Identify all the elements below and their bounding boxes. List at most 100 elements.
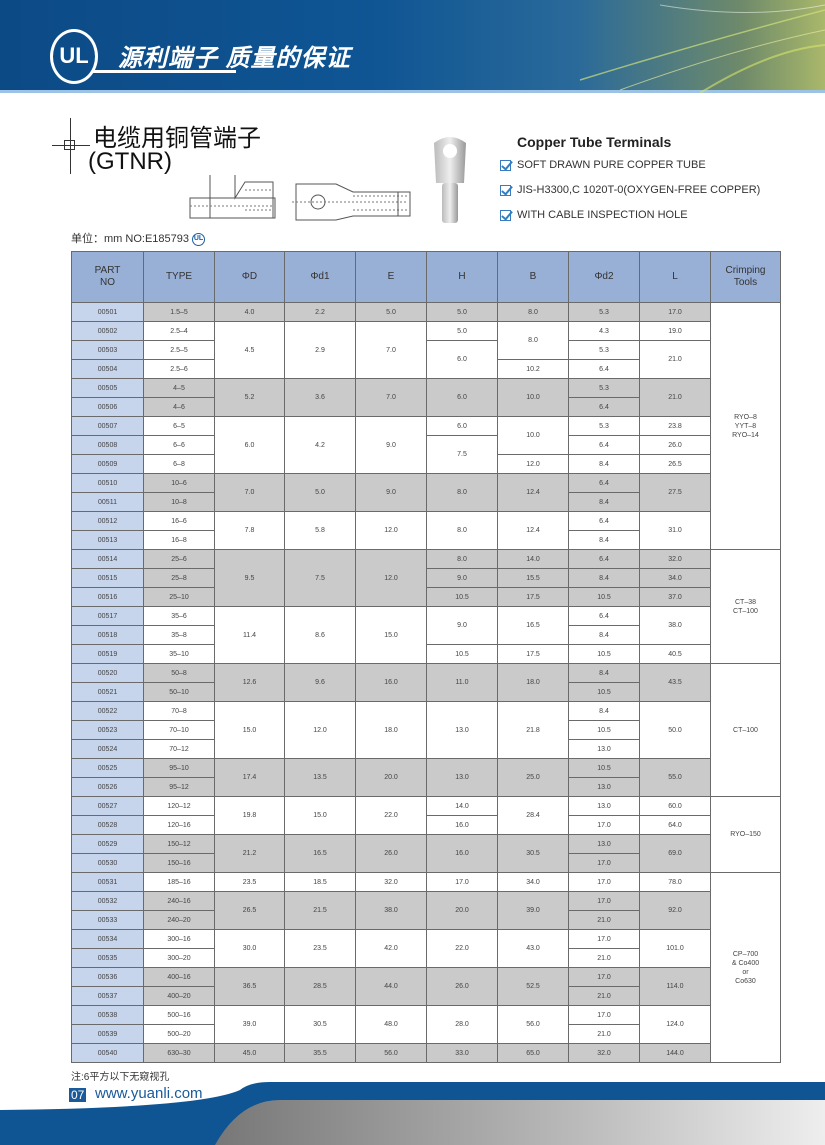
column-header: E — [355, 251, 427, 303]
spec-cell: 8.4 — [568, 568, 640, 588]
column-header: L — [639, 251, 711, 303]
spec-cell: 28.5 — [284, 967, 356, 1006]
spec-cell: 42.0 — [355, 929, 427, 968]
spec-cell: 17.0 — [568, 967, 640, 987]
spec-cell: 2.5–4 — [143, 321, 215, 341]
spec-cell: 30.5 — [497, 834, 569, 873]
spec-cell: 6.4 — [568, 549, 640, 569]
spec-cell: 6–6 — [143, 435, 215, 455]
spec-cell: 16.5 — [284, 834, 356, 873]
spec-cell: 20.0 — [426, 891, 498, 930]
spec-cell: 17.0 — [568, 815, 640, 835]
part-no-cell: 00529 — [71, 834, 144, 854]
checkbox-icon — [500, 159, 511, 171]
spec-cell: 95–12 — [143, 777, 215, 797]
spec-cell: 21.5 — [284, 891, 356, 930]
part-no-cell: 00509 — [71, 454, 144, 474]
part-no-cell: 00523 — [71, 720, 144, 740]
spec-cell: 37.0 — [639, 587, 711, 607]
part-no-cell: 00532 — [71, 891, 144, 911]
spec-cell: 300–16 — [143, 929, 215, 949]
table-row: 00534 300–16 30.0 23.5 42.0 22.0 43.0 17.0 101.0 — [71, 929, 781, 968]
table-row: 00519 35–10 10.5 17.5 10.5 40.5 — [71, 644, 781, 664]
spec-cell: 26.5 — [214, 891, 285, 930]
spec-cell: 10.5 — [568, 720, 640, 740]
spec-cell: 15.5 — [497, 568, 569, 588]
spec-cell: 8.0 — [497, 321, 569, 360]
part-no-cell: 00514 — [71, 549, 144, 569]
spec-cell: 30.5 — [284, 1005, 356, 1044]
spec-cell: 6.0 — [214, 416, 285, 474]
column-header: TYPE — [143, 251, 215, 303]
spec-cell: 23.5 — [284, 929, 356, 968]
spec-cell: 6.0 — [426, 416, 498, 436]
part-no-cell: 00511 — [71, 492, 144, 512]
spec-cell: 21.0 — [639, 340, 711, 379]
spec-cell: 10.5 — [426, 644, 498, 664]
spec-cell: 22.0 — [426, 929, 498, 968]
spec-cell: 6–5 — [143, 416, 215, 436]
spec-cell: 18.5 — [284, 872, 356, 892]
spec-cell: 8.4 — [568, 701, 640, 721]
spec-cell: 38.0 — [355, 891, 427, 930]
spec-cell: 630–30 — [143, 1043, 215, 1063]
table-row: 00517 35–6 11.4 8.6 15.0 9.0 16.5 6.4 38.0 — [71, 606, 781, 664]
spec-cell: 185–16 — [143, 872, 215, 892]
part-no-cell: 00503 — [71, 340, 144, 360]
spec-cell: 4.5 — [214, 321, 285, 379]
spec-cell: 500–20 — [143, 1024, 215, 1044]
spec-cell: 124.0 — [639, 1005, 711, 1044]
spec-cell: 12.0 — [355, 511, 427, 550]
spec-cell: 2.9 — [284, 321, 356, 379]
feature-item: SOFT DRAWN PURE COPPER TUBE — [500, 159, 706, 171]
spec-cell: 70–12 — [143, 739, 215, 759]
spec-cell: 45.0 — [214, 1043, 285, 1063]
spec-cell: 14.0 — [426, 796, 498, 816]
spec-cell: 8.4 — [568, 625, 640, 645]
part-no-cell: 00533 — [71, 910, 144, 930]
crimping-tool-cell: CT–38 CT–100 — [710, 549, 781, 664]
spec-cell: 10.5 — [426, 587, 498, 607]
spec-cell: 36.5 — [214, 967, 285, 1006]
spec-cell: 95–10 — [143, 758, 215, 778]
page-number: 07 — [69, 1088, 87, 1102]
decorative-wires — [579, 4, 825, 93]
crimping-tool-cell: RYO–150 — [710, 796, 781, 873]
spec-cell: 6.4 — [568, 511, 640, 531]
spec-cell: 7.5 — [426, 435, 498, 474]
spec-cell: 9.0 — [426, 568, 498, 588]
spec-cell: 7.0 — [214, 473, 285, 512]
spec-cell: 70–10 — [143, 720, 215, 740]
part-no-cell: 00517 — [71, 606, 144, 626]
part-no-cell: 00525 — [71, 758, 144, 778]
part-no-cell: 00507 — [71, 416, 144, 436]
spec-cell: 11.0 — [426, 663, 498, 702]
product-title-en: Copper Tube Terminals — [517, 134, 672, 150]
feature-item: WITH CABLE INSPECTION HOLE — [500, 209, 688, 221]
table-row: 00503 2.5–5 6.0 5.3 21.0 — [71, 340, 781, 379]
part-no-cell: 00521 — [71, 682, 144, 702]
spec-cell: 50.0 — [639, 701, 711, 759]
table-row: 00521 50–10 10.5 — [71, 682, 781, 702]
part-no-cell: 00508 — [71, 435, 144, 455]
spec-cell: 35–6 — [143, 606, 215, 626]
feature-text: JIS-H3300,C 1020T-0(OXYGEN-FREE COPPER) — [517, 184, 761, 196]
part-no-cell: 00524 — [71, 739, 144, 759]
table-row: 00525 95–10 17.4 13.5 20.0 13.0 25.0 10.5 55.0 — [71, 758, 781, 797]
spec-cell: 300–20 — [143, 948, 215, 968]
spec-cell: 15.0 — [284, 796, 356, 835]
spec-cell: 5.3 — [568, 340, 640, 360]
spec-cell: 5.8 — [284, 511, 356, 550]
spec-cell: 8.4 — [568, 454, 640, 474]
website-link[interactable]: www.yuanli.com — [95, 1085, 203, 1102]
spec-cell: 15.0 — [214, 701, 285, 759]
table-row: 00536 400–16 36.5 28.5 44.0 26.0 52.5 17.0 114.0 — [71, 967, 781, 1006]
spec-cell: 14.0 — [497, 549, 569, 569]
spec-cell: 240–16 — [143, 891, 215, 911]
part-no-cell: 00530 — [71, 853, 144, 873]
spec-cell: 17.0 — [568, 872, 640, 892]
table-row: 00505 4–5 5.2 3.6 7.0 6.0 10.0 5.3 21.0 — [71, 378, 781, 417]
spec-cell: 4.3 — [568, 321, 640, 341]
spec-cell: 21.0 — [568, 948, 640, 968]
spec-cell: 4.0 — [214, 302, 285, 322]
